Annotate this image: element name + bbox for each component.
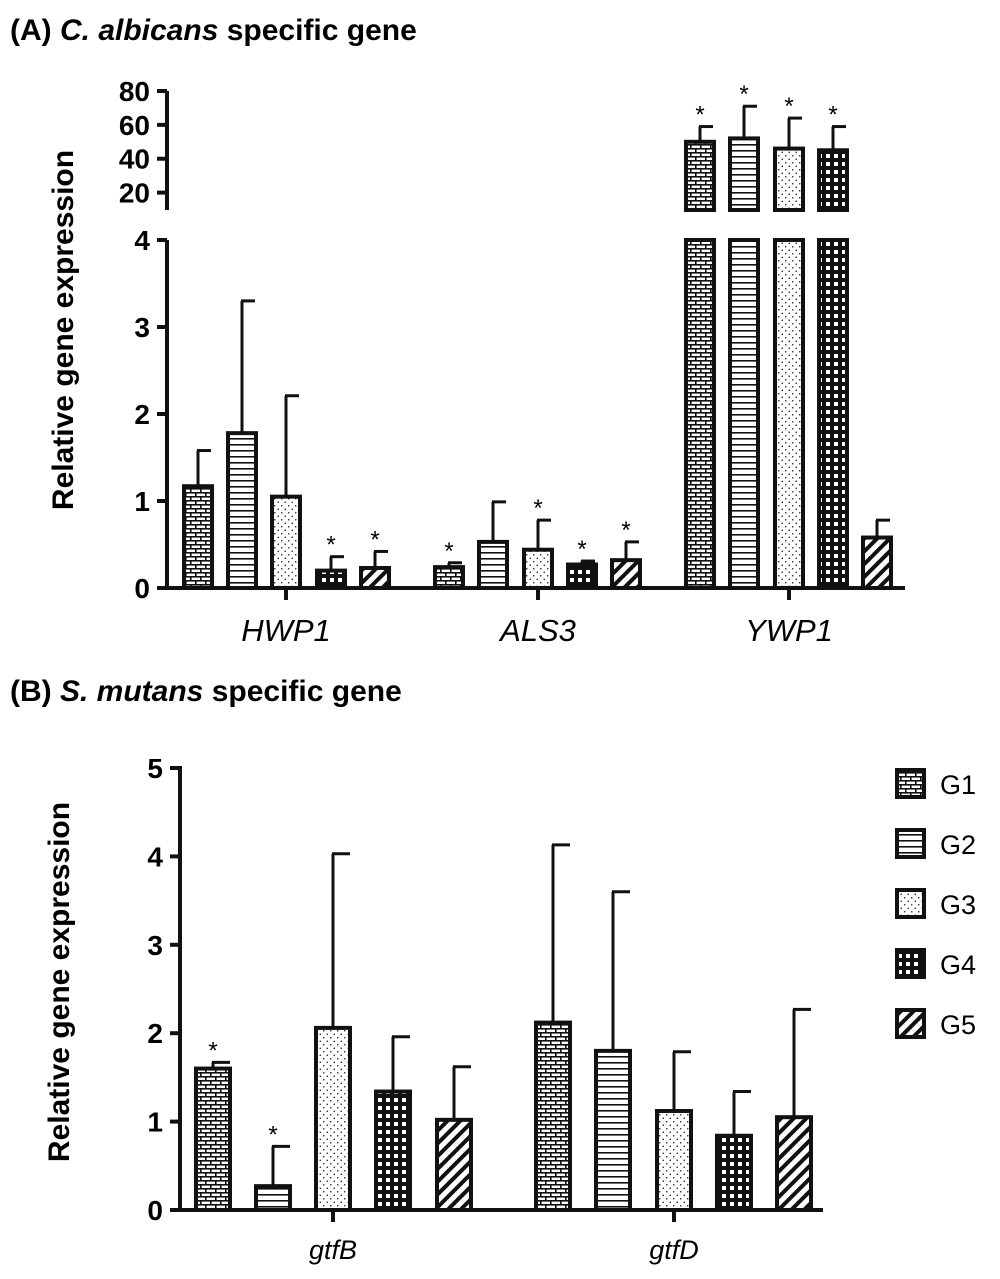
legend: G1 G2 G3 G4 G5 [895, 768, 976, 1040]
bar-G4-HWP1 [315, 568, 347, 590]
bar-G2-ALS3 [477, 539, 509, 591]
panel-b-ylabel: Relative gene expression [43, 802, 76, 1162]
bar-G5-ALS3 [610, 558, 642, 590]
legend-label-G3: G3 [940, 890, 976, 920]
y-tick-label: 4 [147, 841, 163, 872]
significance-star: * [621, 517, 630, 544]
panel-a-title: (A) C. albicans specific gene [10, 14, 417, 47]
significance-star: * [784, 93, 793, 120]
bar-G2-gtfD [594, 1048, 632, 1212]
significance-star: * [739, 81, 748, 108]
legend-swatch-G1 [895, 768, 926, 799]
bar-G1-HWP1 [182, 484, 214, 590]
y-tick-label: 80 [119, 76, 150, 107]
significance-star: * [695, 102, 704, 129]
x-category-label: YWP1 [745, 613, 833, 648]
y-tick-label: 40 [119, 144, 150, 175]
bar-G4-ALS3 [566, 562, 598, 591]
bar-G3-gtfB [314, 1025, 352, 1212]
x-category-label: gtfB [309, 1235, 357, 1265]
bar-G5-gtfD [775, 1115, 813, 1213]
bar-upper-G1-YWP1 [684, 139, 716, 212]
bar-G3-ALS3 [522, 547, 554, 590]
bar-G1-ALS3 [433, 565, 465, 590]
y-tick-label: 4 [134, 225, 150, 256]
legend-swatch-G2 [895, 828, 926, 859]
bar-G1-gtfD [534, 1020, 572, 1212]
legend-label-G1: G1 [940, 770, 976, 800]
x-category-label: ALS3 [498, 613, 576, 648]
panel-b-chart: 0 1 2 3 4 5 gtfB gtfD * * [147, 753, 823, 1265]
y-tick-label: 0 [134, 573, 150, 604]
bar-G5-gtfB [435, 1117, 473, 1213]
significance-star: * [370, 526, 379, 553]
bar-G1-gtfB [194, 1066, 232, 1213]
legend-swatch-G4 [895, 948, 926, 979]
bar-G4-gtfB [374, 1089, 412, 1212]
bar-lower-G3-YWP1 [773, 238, 805, 590]
legend-label-G5: G5 [940, 1010, 976, 1040]
bar-G2-gtfB [254, 1184, 292, 1212]
y-tick-label: 1 [134, 486, 150, 517]
bar-G3-HWP1 [270, 494, 302, 590]
significance-star: * [828, 102, 837, 129]
bar-upper-G2-YWP1 [728, 136, 760, 212]
significance-star: * [208, 1037, 217, 1064]
bar-G3-gtfD [655, 1108, 693, 1212]
panel-b-title: (B) S. mutans specific gene [10, 675, 402, 708]
y-tick-label: 1 [147, 1107, 163, 1138]
x-category-label: gtfD [649, 1235, 699, 1265]
bar-lower-G4-YWP1 [817, 238, 849, 590]
bar-G5-YWP1 [861, 535, 893, 590]
y-tick-label: 2 [134, 399, 150, 430]
legend-label-G2: G2 [940, 830, 976, 860]
bar-G2-HWP1 [226, 431, 258, 591]
legend-swatch-G3 [895, 888, 926, 919]
y-tick-label: 60 [119, 110, 150, 141]
significance-star: * [444, 538, 453, 565]
panel-a-ylabel: Relative gene expression [47, 150, 80, 510]
y-tick-label: 3 [134, 312, 150, 343]
significance-star: * [326, 532, 335, 559]
legend-swatch-G5 [895, 1008, 926, 1039]
y-tick-label: 5 [147, 753, 163, 784]
bar-upper-G3-YWP1 [773, 146, 805, 212]
y-tick-label: 0 [147, 1195, 163, 1226]
bar-G4-gtfD [715, 1133, 753, 1213]
significance-star: * [268, 1121, 277, 1148]
significance-star: * [533, 495, 542, 522]
y-tick-label: 3 [147, 930, 163, 961]
legend-label-G4: G4 [940, 950, 976, 980]
bar-G5-HWP1 [359, 565, 391, 590]
significance-star: * [577, 536, 586, 563]
bar-lower-G1-YWP1 [684, 238, 716, 590]
bar-upper-G4-YWP1 [817, 148, 849, 212]
y-tick-label: 20 [119, 178, 150, 209]
y-tick-label: 2 [147, 1018, 163, 1049]
x-category-label: HWP1 [241, 613, 331, 648]
bar-lower-G2-YWP1 [728, 238, 760, 590]
